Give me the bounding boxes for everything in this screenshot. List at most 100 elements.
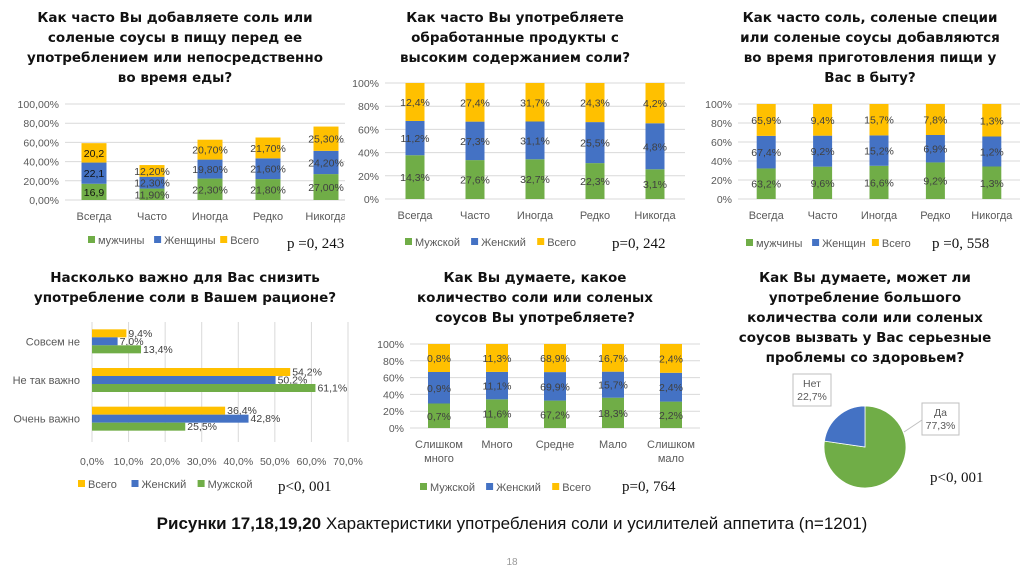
chart-title: Как часто соль, соленые специи или солен… xyxy=(740,10,1000,86)
x-tick-label: Всегда xyxy=(749,210,785,222)
y-tick-label: 0,00% xyxy=(29,195,59,207)
data-label: 27,4% xyxy=(460,97,490,109)
y-tick-label: 20% xyxy=(383,406,404,418)
data-label: 2,4% xyxy=(659,382,683,394)
bar-Женский xyxy=(92,337,118,346)
y-tick-label: 0% xyxy=(364,194,379,206)
bar-segment-Женщины xyxy=(313,150,339,175)
y-tick-label: 20,00% xyxy=(23,176,59,188)
legend-label: Всего xyxy=(547,237,576,249)
legend-swatch xyxy=(746,239,753,246)
data-label: 65,9% xyxy=(751,115,781,127)
x-tick-label: мало xyxy=(658,453,684,465)
bar-segment-Мужской xyxy=(428,403,450,428)
chart-title: Как Вы думаете, может ли употребление бо… xyxy=(738,270,992,366)
legend-swatch xyxy=(486,483,494,490)
data-label: 11,2% xyxy=(401,133,430,145)
legend-label: Женский xyxy=(496,482,541,494)
bar-segment-Женский xyxy=(660,372,682,402)
data-label: 67,2% xyxy=(540,409,570,421)
data-label: 0,7% xyxy=(427,411,451,423)
chart-plot: 0% 20% 40% 60% 80% 100% 63,2% 67,4% 65,9% Всегда 9… xyxy=(705,99,1020,250)
x-tick-label: 40,0% xyxy=(223,456,253,468)
bar-segment-Всего xyxy=(139,165,165,177)
bar-segment-Мужской xyxy=(405,155,425,199)
data-label: 50,2% xyxy=(278,375,308,387)
bar-segment-Женский xyxy=(645,123,665,170)
chart-salt-at-table: Как часто Вы добавляете соль или соленые… xyxy=(0,0,345,260)
legend-label: Женский xyxy=(142,479,187,491)
legend-swatch xyxy=(812,239,820,246)
bar-segment-Женщины xyxy=(197,159,223,179)
x-tick-label: 70,0% xyxy=(333,456,363,468)
x-tick-label: 20,0% xyxy=(150,456,180,468)
bar-segment-Всего xyxy=(313,126,339,151)
bar-segment-Всего xyxy=(813,104,833,136)
bar-segment-Всего xyxy=(81,143,107,163)
y-tick-label: 80% xyxy=(711,118,732,130)
data-label: 25,30% xyxy=(308,134,344,146)
data-label: 12,4% xyxy=(400,97,430,109)
bar-segment-Всего xyxy=(197,139,223,160)
data-label: 24,20% xyxy=(308,157,344,169)
bar-segment-мужчины xyxy=(982,166,1002,199)
x-tick-label: много xyxy=(424,453,454,465)
legend-swatch xyxy=(471,238,479,245)
data-label: 21,60% xyxy=(250,164,286,176)
data-label: 68,9% xyxy=(540,353,570,365)
chart-plot: 0,00% 20,00% 40,00% 60,00% 80,00% 100,00% 16,9… xyxy=(18,99,345,247)
data-label: 18,3% xyxy=(598,408,628,420)
bar-Всего xyxy=(92,406,226,415)
data-label: 2,4% xyxy=(659,353,683,365)
y-tick-label: 0% xyxy=(389,423,404,435)
x-tick-label: Часто xyxy=(808,210,838,222)
bar-segment-Женщин xyxy=(982,136,1002,167)
y-tick-label: 80,00% xyxy=(23,118,59,130)
bar-segment-Мужской xyxy=(544,400,566,428)
x-tick-label: 60,0% xyxy=(297,456,327,468)
legend-swatch xyxy=(552,483,560,490)
legend-label: Всего xyxy=(562,482,591,494)
data-label: 15,7% xyxy=(864,115,894,127)
bar-Мужской xyxy=(92,345,142,354)
pie-label-name: Нет xyxy=(803,378,821,390)
chart-salt-in-cooking: Как часто соль, соленые специи или солен… xyxy=(690,0,1024,260)
x-tick-label: Иногда xyxy=(517,210,554,222)
callout-box xyxy=(792,373,832,407)
x-tick-label: Всегда xyxy=(397,210,433,222)
bar-Всего xyxy=(92,329,127,338)
legend-swatch xyxy=(197,480,205,487)
data-label: 13,4% xyxy=(143,344,173,356)
data-label: 11,1% xyxy=(483,381,512,393)
data-label: 42,8% xyxy=(251,413,281,425)
y-tick-label: Очень важно xyxy=(13,414,80,426)
legend-swatch xyxy=(871,239,879,246)
x-tick-label: Никогда xyxy=(971,210,1013,222)
data-label: 7,0% xyxy=(120,336,144,348)
bar-segment-Мужской xyxy=(486,399,508,428)
bar-segment-Всего xyxy=(255,137,281,159)
bar-segment-Мужской xyxy=(602,397,624,428)
data-label: 25,5% xyxy=(580,138,610,150)
bar-segment-Всего xyxy=(544,344,566,373)
caption-text: Характеристики употребления соли и усили… xyxy=(321,514,868,533)
legend-label: мужчины xyxy=(98,235,144,247)
bar-segment-Мужской xyxy=(645,169,665,199)
legend-label: Женщины xyxy=(164,235,215,247)
bar-segment-Мужской xyxy=(465,160,485,199)
bar-segment-Всего xyxy=(982,104,1002,137)
chart-processed-food: Как часто Вы употребляете обработанные п… xyxy=(340,0,690,260)
bar-segment-Женский xyxy=(525,121,545,160)
x-tick-label: Часто xyxy=(460,210,490,222)
data-label: 4,2% xyxy=(643,98,667,110)
pie-label-value: 77,3% xyxy=(926,420,956,432)
x-tick-label: Редко xyxy=(253,211,283,223)
data-label: 12,20% xyxy=(134,166,170,178)
legend-label: Мужской xyxy=(208,479,253,491)
y-tick-label: 40,00% xyxy=(23,157,59,169)
data-label: 9,2% xyxy=(923,176,947,188)
data-label: 21,80% xyxy=(250,185,286,197)
legend-label: Всего xyxy=(88,479,117,491)
data-label: 54,2% xyxy=(292,367,322,379)
y-tick-label: 0% xyxy=(717,194,732,206)
